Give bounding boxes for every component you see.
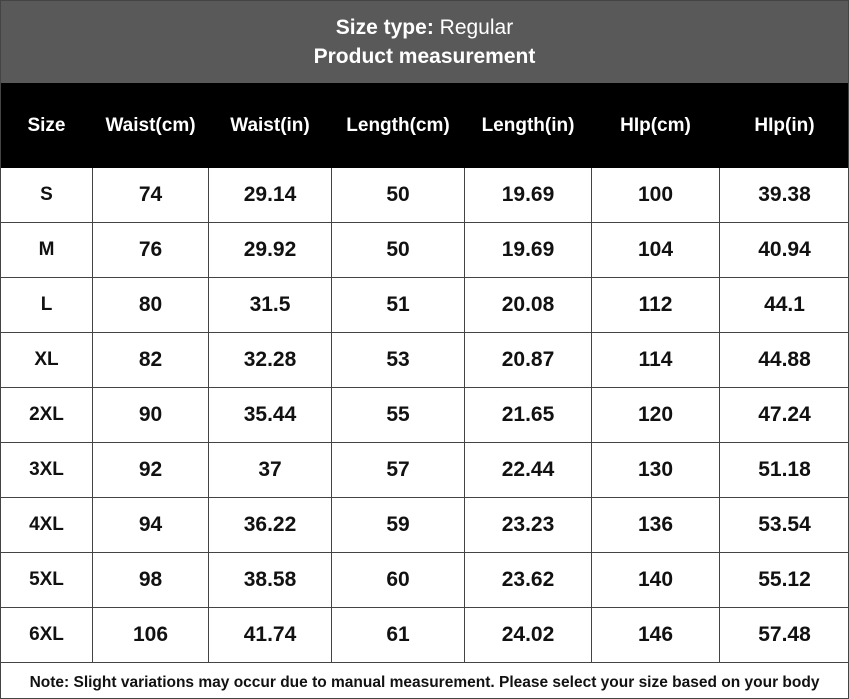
- table-cell: 20.08: [464, 277, 592, 333]
- table-cell: 37: [208, 442, 332, 498]
- table-cell: 23.62: [464, 552, 592, 608]
- table-cell: 21.65: [464, 387, 592, 443]
- table-cell: 94: [92, 497, 209, 553]
- table-row: XL 82 32.28 53 20.87 114 44.88: [1, 332, 848, 388]
- table-cell: 4XL: [1, 497, 93, 553]
- table-cell: 104: [591, 222, 720, 278]
- table-cell: 38.58: [208, 552, 332, 608]
- table-cell: 31.5: [208, 277, 332, 333]
- table-cell: 59: [331, 497, 465, 553]
- table-cell: 20.87: [464, 332, 592, 388]
- table-cell: 136: [591, 497, 720, 553]
- column-header: Waist(cm): [92, 83, 209, 168]
- table-cell: 120: [591, 387, 720, 443]
- table-cell: 50: [331, 167, 465, 223]
- table-body: S 74 29.14 50 19.69 100 39.38 M 76 29.92 50 19.69 10…: [1, 167, 848, 663]
- note: Note: Slight variations may occur due to…: [29, 674, 820, 698]
- header: Size type: Regular Product measurement: [1, 1, 848, 83]
- table-cell: M: [1, 222, 93, 278]
- table-cell: XL: [1, 332, 93, 388]
- table-row: 6XL 106 41.74 61 24.02 146 57.48: [1, 607, 848, 663]
- table-cell: 47.24: [719, 387, 848, 443]
- table-cell: 50: [331, 222, 465, 278]
- table-cell: 23.23: [464, 497, 592, 553]
- table-cell: 41.74: [208, 607, 332, 663]
- table-cell: 55: [331, 387, 465, 443]
- table-cell: 90: [92, 387, 209, 443]
- table-cell: L: [1, 277, 93, 333]
- table-row: 2XL 90 35.44 55 21.65 120 47.24: [1, 387, 848, 443]
- size-type-label: Size type:: [335, 16, 434, 39]
- table-cell: 39.38: [719, 167, 848, 223]
- table-cell: 44.1: [719, 277, 848, 333]
- table-cell: 3XL: [1, 442, 93, 498]
- table-cell: 32.28: [208, 332, 332, 388]
- table-cell: 2XL: [1, 387, 93, 443]
- column-header: HIp(cm): [591, 83, 720, 168]
- table-cell: 130: [591, 442, 720, 498]
- table-cell: 60: [331, 552, 465, 608]
- table-row: M 76 29.92 50 19.69 104 40.94: [1, 222, 848, 278]
- table-cell: 22.44: [464, 442, 592, 498]
- table-cell: 19.69: [464, 222, 592, 278]
- table-cell: 53: [331, 332, 465, 388]
- table-row: S 74 29.14 50 19.69 100 39.38: [1, 167, 848, 223]
- table-cell: 19.69: [464, 167, 592, 223]
- table-cell: 106: [92, 607, 209, 663]
- column-header: Waist(in): [208, 83, 332, 168]
- table-cell: 61: [331, 607, 465, 663]
- table-cell: 51.18: [719, 442, 848, 498]
- table-cell: 82: [92, 332, 209, 388]
- column-header: Size: [1, 83, 93, 168]
- table-cell: S: [1, 167, 93, 223]
- table-cell: 55.12: [719, 552, 848, 608]
- column-header: Length(in): [464, 83, 592, 168]
- table-cell: 29.92: [208, 222, 332, 278]
- size-type: Size type: Regular: [1, 13, 848, 42]
- column-header: HIp(in): [719, 83, 848, 168]
- table-cell: 80: [92, 277, 209, 333]
- table-cell: 100: [591, 167, 720, 223]
- table-cell: 92: [92, 442, 209, 498]
- header-row: Size Waist(cm) Waist(in) Length(cm) Length(i…: [1, 83, 848, 168]
- table-cell: 74: [92, 167, 209, 223]
- table-cell: 35.44: [208, 387, 332, 443]
- table-cell: 44.88: [719, 332, 848, 388]
- table-cell: 29.14: [208, 167, 332, 223]
- table-cell: 57: [331, 442, 465, 498]
- table-cell: 5XL: [1, 552, 93, 608]
- table-cell: 40.94: [719, 222, 848, 278]
- table-cell: 76: [92, 222, 209, 278]
- table-row: L 80 31.5 51 20.08 112 44.1: [1, 277, 848, 333]
- table-cell: 140: [591, 552, 720, 608]
- table-cell: 53.54: [719, 497, 848, 553]
- table-row: 3XL 92 37 57 22.44 130 51.18: [1, 442, 848, 498]
- table-cell: 114: [591, 332, 720, 388]
- table-row: 4XL 94 36.22 59 23.23 136 53.54: [1, 497, 848, 553]
- table-cell: 146: [591, 607, 720, 663]
- column-header: Length(cm): [331, 83, 465, 168]
- table-cell: 98: [92, 552, 209, 608]
- size-type-value: Regular: [439, 16, 514, 39]
- subtitle: Product measurement: [313, 45, 536, 68]
- table-row: 5XL 98 38.58 60 23.62 140 55.12: [1, 552, 848, 608]
- table-cell: 57.48: [719, 607, 848, 663]
- table-cell: 6XL: [1, 607, 93, 663]
- table-cell: 24.02: [464, 607, 592, 663]
- table-cell: 36.22: [208, 497, 332, 553]
- size-table: Size Waist(cm) Waist(in) Length(cm) Length(i…: [1, 83, 848, 663]
- table-cell: 51: [331, 277, 465, 333]
- table-cell: 112: [591, 277, 720, 333]
